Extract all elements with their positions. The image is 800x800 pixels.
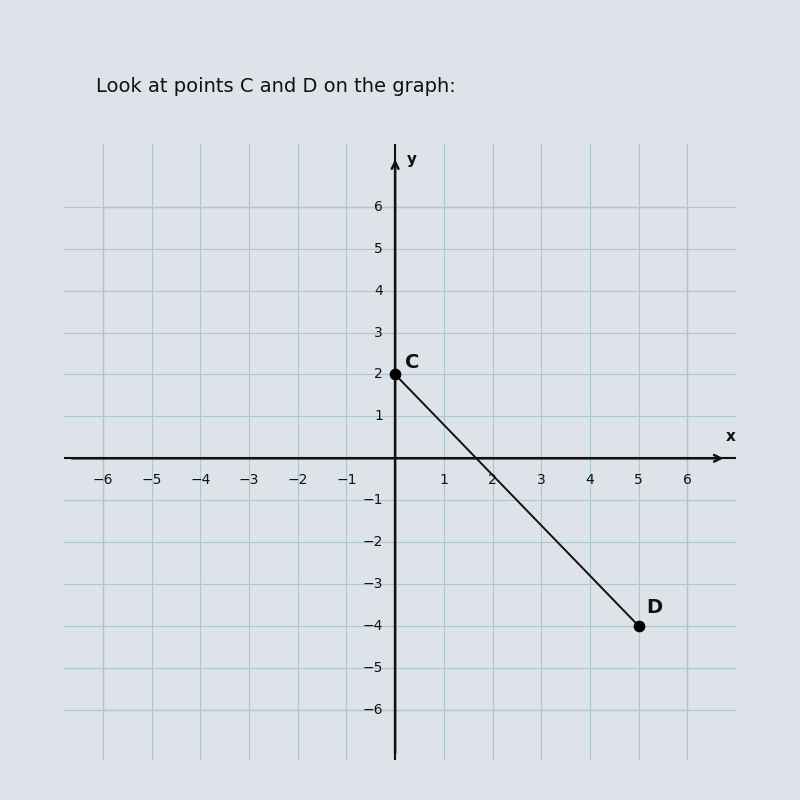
Text: 5: 5 [634, 473, 643, 487]
Text: 3: 3 [374, 326, 383, 339]
Text: −3: −3 [362, 577, 383, 591]
Point [632, 619, 645, 632]
Text: 2: 2 [374, 367, 383, 382]
Text: 1: 1 [439, 473, 448, 487]
Text: x: x [726, 429, 736, 444]
Text: C: C [405, 353, 419, 372]
Text: −3: −3 [239, 473, 259, 487]
Text: −4: −4 [362, 619, 383, 633]
Text: −1: −1 [336, 473, 357, 487]
Text: 5: 5 [374, 242, 383, 256]
Text: D: D [646, 598, 662, 618]
Text: 1: 1 [374, 410, 383, 423]
Text: Look at points C and D on the graph:: Look at points C and D on the graph: [96, 77, 456, 96]
Text: −1: −1 [362, 493, 383, 507]
Text: 2: 2 [488, 473, 497, 487]
Point [389, 368, 402, 381]
Text: 4: 4 [586, 473, 594, 487]
Text: 6: 6 [683, 473, 692, 487]
Text: −5: −5 [142, 473, 162, 487]
Text: −2: −2 [287, 473, 308, 487]
Text: 6: 6 [374, 200, 383, 214]
Text: −6: −6 [362, 702, 383, 717]
Text: −6: −6 [93, 473, 114, 487]
Text: −2: −2 [362, 535, 383, 549]
Text: 3: 3 [537, 473, 546, 487]
Text: −4: −4 [190, 473, 210, 487]
Bar [103, 207, 687, 710]
Text: 4: 4 [374, 284, 383, 298]
Text: y: y [407, 152, 418, 167]
Text: −5: −5 [362, 661, 383, 675]
